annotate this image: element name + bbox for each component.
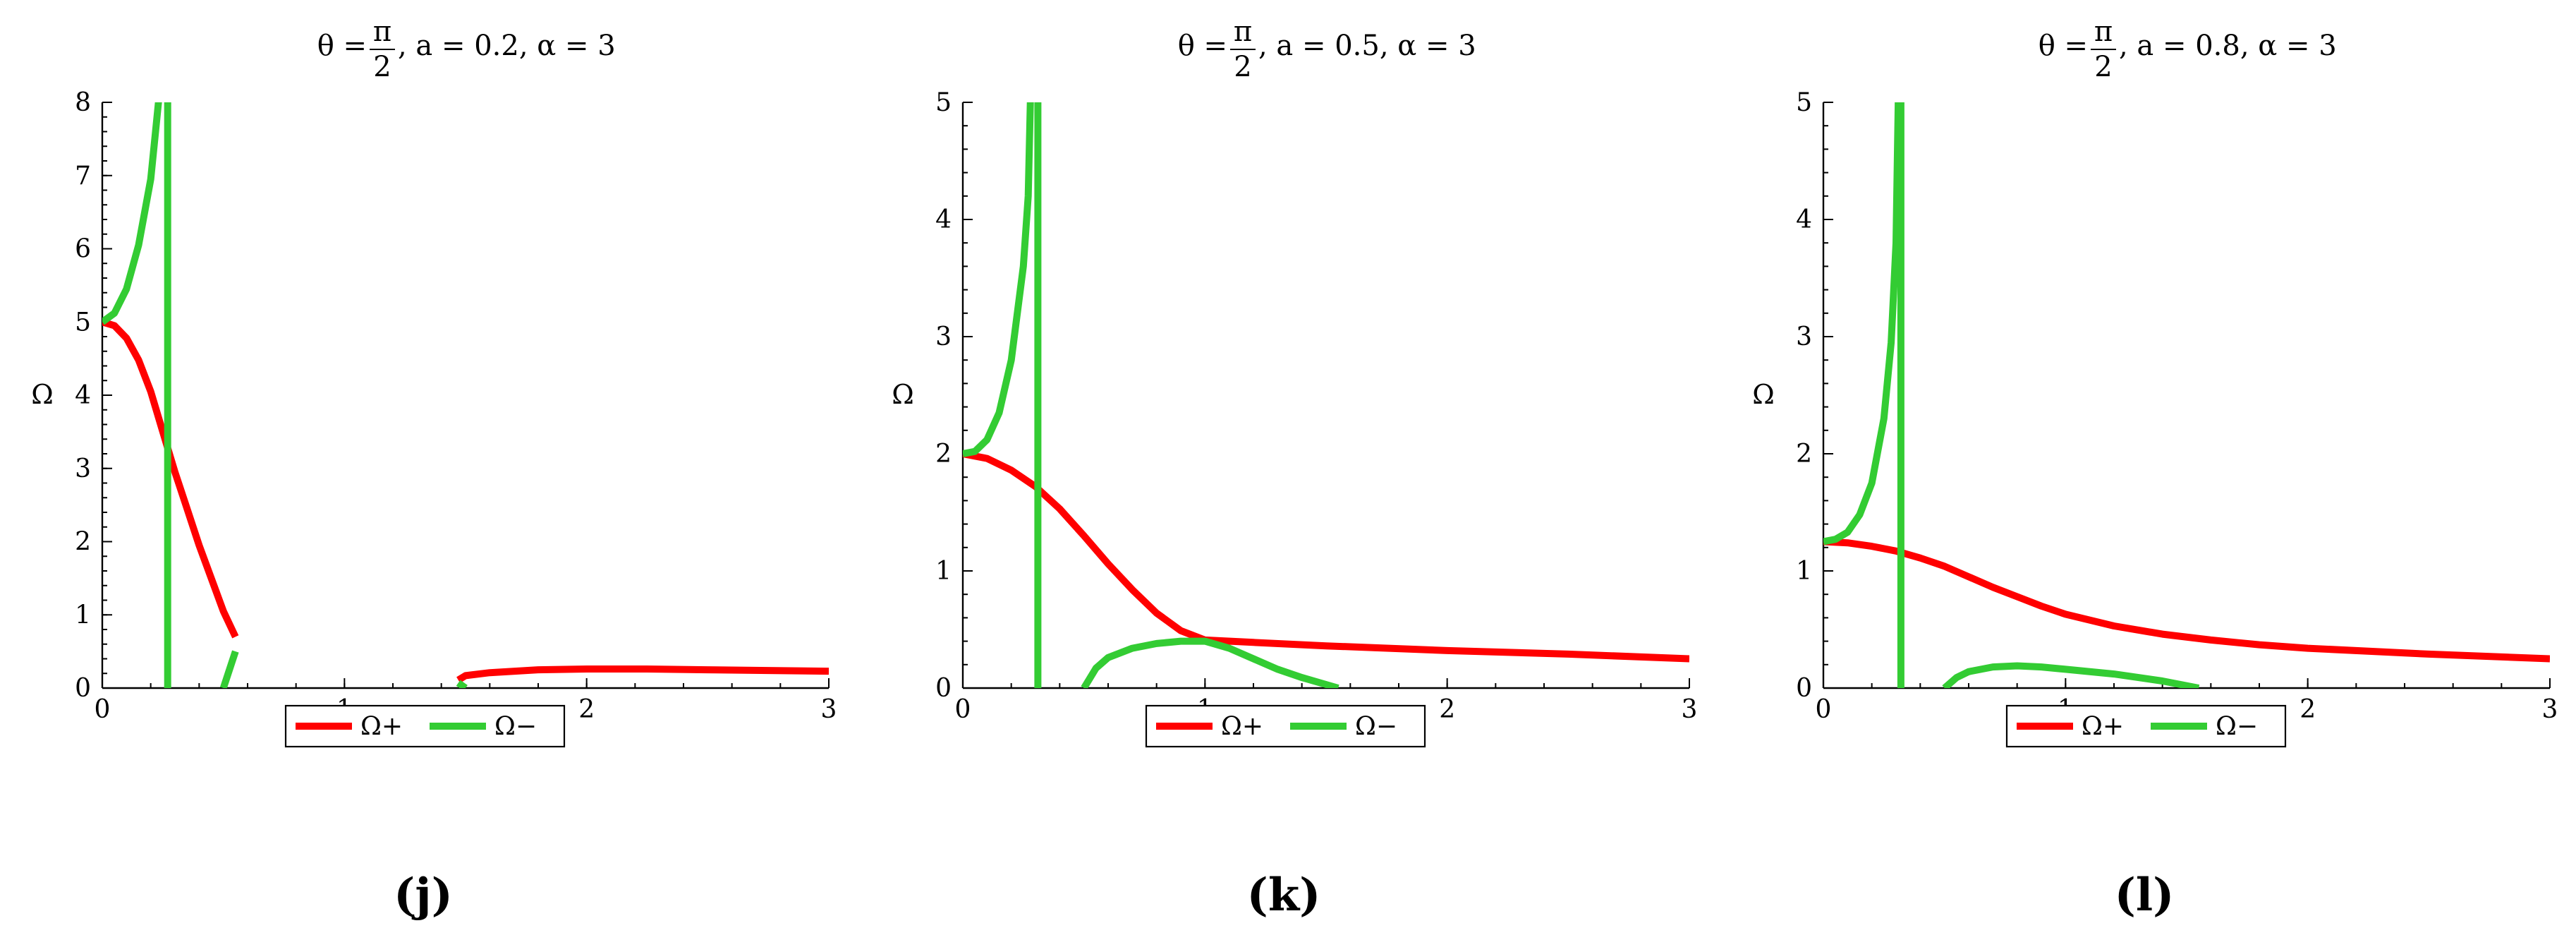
title-prefix: θ = [317,30,367,62]
legend: Ω+ Ω− [2005,704,2287,748]
series-line-omega-plus [456,665,829,683]
y-tick-label: 7 [75,162,91,191]
series-line-omega-minus [102,102,162,325]
chart-svg-k: θ =π2, a = 0.5, α = 30123012345rΩΩ+Ω−(k) [892,16,1698,922]
chart-title: θ = π2, a = 0.5, α = 3 [1178,16,1476,83]
y-tick-label: 5 [75,308,91,337]
title-suffix: , a = 0.5, α = 3 [1258,30,1476,62]
y-tick-label: 6 [75,235,91,264]
y-axis-label: Ω [1752,379,1775,410]
legend-entry: Ω− [494,712,537,741]
title-fraction-numerator: π [1234,16,1252,48]
x-tick-label: 0 [955,695,971,724]
plot-area [963,102,1689,688]
series-line-omega-minus [456,680,468,688]
y-tick-label: 1 [1796,557,1812,586]
title-fraction-denominator: 2 [373,51,391,83]
x-tick-label: 2 [1439,695,1455,724]
chart-panel-l: θ =π2, a = 0.8, α = 30123012345rΩΩ+Ω−(l) [1721,0,2576,940]
chart-svg-j: θ =π2, a = 0.2, α = 30123012345678rΩΩ+Ω−… [31,16,837,922]
x-tick-label: 2 [2299,695,2316,724]
y-tick-label: 3 [1796,323,1812,351]
panel-label: (k) [1247,869,1321,922]
title-prefix: θ = [2039,30,2088,62]
panel-label: (l) [2115,869,2175,922]
chart-title: θ = π2, a = 0.2, α = 3 [317,16,616,83]
plot-area [102,102,829,688]
title-suffix: , a = 0.2, α = 3 [398,30,616,62]
legend-entry: Ω− [1355,712,1397,741]
legend-entry: Ω− [2216,712,2258,741]
legend-entry: Ω+ [2082,712,2124,741]
series-line-omega-minus [1081,637,1339,688]
x-tick-label: 3 [1682,695,1698,724]
title-fraction-denominator: 2 [1234,51,1251,83]
y-axis-label: Ω [892,379,914,410]
series-line-omega-minus [963,102,1034,457]
y-tick-label: 0 [75,674,91,703]
series-line-omega-minus [1823,102,1902,546]
series-line-omega-plus [1823,538,2550,663]
y-tick-label: 0 [1796,674,1812,703]
chart-panel-j: θ =π2, a = 0.2, α = 30123012345678rΩΩ+Ω−… [0,0,858,940]
y-tick-label: 3 [935,323,952,351]
series-line-omega-minus [219,650,239,688]
title-fraction-numerator: π [2094,16,2113,48]
y-tick-label: 1 [75,601,91,629]
y-tick-label: 5 [935,88,952,117]
y-tick-label: 2 [75,528,91,557]
y-tick-label: 8 [75,88,91,117]
legend-entry: Ω+ [360,712,403,741]
x-tick-label: 0 [1816,695,1832,724]
y-tick-label: 0 [935,674,952,703]
series-line-omega-plus [963,450,1689,663]
legend-entry: Ω+ [1221,712,1263,741]
x-tick-label: 3 [2542,695,2558,724]
y-tick-label: 4 [75,381,91,410]
x-tick-label: 3 [821,695,837,724]
series-line-omega-minus [1942,662,2200,688]
plot-area [1823,102,2550,688]
panel-label: (j) [394,869,453,922]
y-tick-label: 3 [75,454,91,483]
y-axis-label: Ω [31,379,54,410]
y-tick-label: 2 [935,440,952,469]
chart-title: θ = π2, a = 0.8, α = 3 [2039,16,2337,83]
x-tick-label: 2 [578,695,595,724]
title-fraction-denominator: 2 [2094,51,2112,83]
y-tick-label: 4 [1796,205,1812,234]
y-tick-label: 1 [935,557,952,586]
y-tick-label: 2 [1796,440,1812,469]
chart-svg-l: θ =π2, a = 0.8, α = 30123012345rΩΩ+Ω−(l) [1752,16,2558,922]
chart-panel-k: θ =π2, a = 0.5, α = 30123012345rΩΩ+Ω−(k) [861,0,1719,940]
legend: Ω+ Ω− [284,704,566,748]
title-fraction-numerator: π [373,16,391,48]
y-tick-label: 5 [1796,88,1812,117]
x-tick-label: 0 [95,695,111,724]
legend: Ω+ Ω− [1145,704,1426,748]
title-suffix: , a = 0.8, α = 3 [2119,30,2337,62]
y-tick-label: 4 [935,205,952,234]
title-prefix: θ = [1178,30,1227,62]
